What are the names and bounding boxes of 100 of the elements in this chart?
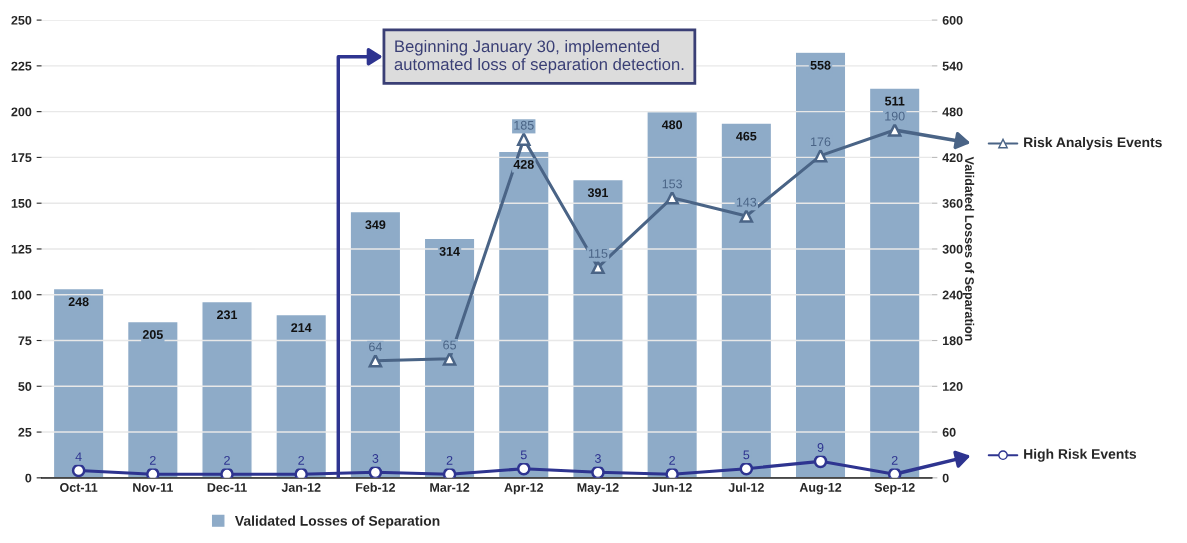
data-label: 480 [661, 120, 683, 130]
point [368, 465, 383, 478]
bar [52, 287, 105, 478]
y-tick-label: 175 [11, 153, 32, 163]
y2-axis-title: Validated Losses of Separation [962, 156, 975, 341]
x-tick-label: Oct-11 [60, 483, 98, 492]
x-tick-label: Apr-12 [504, 483, 544, 495]
x-tick-label: Mar-12 [430, 483, 470, 492]
x-tick-label: Jan-12 [281, 483, 321, 492]
data-label: 205 [142, 330, 163, 339]
point [665, 467, 679, 478]
y2-tick-label: 480 [942, 107, 963, 117]
point [739, 209, 754, 223]
y2-tick-label: 180 [943, 336, 963, 346]
bar [794, 51, 847, 478]
x-tick-label: Jul-12 [728, 482, 764, 492]
data-label: 2 [298, 455, 305, 465]
point [146, 467, 160, 478]
data-label: 511 [885, 96, 905, 106]
data-label: 314 [439, 246, 460, 256]
data-label: 349 [365, 220, 386, 230]
data-label: 231 [217, 310, 238, 320]
data-label: 153 [662, 179, 683, 189]
y-tick-label: 250 [11, 15, 32, 25]
point [887, 467, 902, 478]
y-tick-label: 125 [11, 244, 32, 254]
data-label: 2 [224, 455, 230, 465]
point [665, 190, 679, 205]
point [516, 132, 531, 146]
bar [349, 210, 402, 478]
y-tick-label: 150 [11, 198, 32, 208]
point [739, 461, 754, 476]
data-label: 3 [372, 454, 379, 463]
bar [572, 178, 624, 478]
x-tick-label: Nov-11 [133, 483, 173, 492]
y2-tick-label: 300 [942, 244, 963, 254]
data-label: 65 [443, 340, 456, 350]
data-label: 428 [513, 159, 534, 169]
point [368, 353, 383, 368]
y2-tick-label: 120 [943, 382, 963, 391]
y-tick-label: 75 [18, 336, 32, 346]
data-label: 3 [594, 454, 601, 463]
data-label: 4 [75, 452, 82, 461]
y-tick-label: 225 [11, 61, 32, 71]
y2-tick-label: 0 [942, 473, 949, 483]
point [516, 461, 531, 476]
data-label: 2 [891, 455, 898, 465]
y-tick-label: 200 [11, 107, 32, 117]
point [813, 148, 828, 163]
point [71, 463, 86, 478]
point [591, 465, 605, 478]
point [442, 352, 457, 366]
data-label: 214 [291, 323, 312, 332]
x-tick-label: Jun-12 [652, 483, 692, 492]
data-label: 190 [885, 111, 905, 121]
data-label: 64 [369, 342, 382, 352]
data-label: 2 [446, 455, 453, 465]
data-label: 5 [743, 450, 750, 460]
x-tick-label: Dec-11 [207, 483, 247, 492]
bar [720, 122, 773, 478]
x-tick-label: Aug-12 [799, 482, 842, 495]
bar [275, 313, 328, 478]
legend-label: Risk Analysis Events [1024, 137, 1162, 150]
legend-label: Validated Losses of Separation [234, 515, 440, 529]
x-tick-label: Feb-12 [356, 482, 396, 492]
data-label: 9 [817, 443, 824, 452]
x-tick-label: Sep-12 [874, 483, 915, 495]
y2-tick-label: 600 [942, 15, 963, 25]
data-label: 5 [520, 450, 527, 460]
point [887, 123, 902, 137]
data-label: 185 [514, 120, 534, 130]
bar [126, 320, 179, 478]
bar [201, 300, 253, 478]
data-label: 391 [587, 188, 609, 198]
bar [497, 150, 550, 478]
point [220, 467, 234, 478]
data-label: 176 [811, 137, 831, 147]
y-tick-label: 0 [25, 473, 32, 483]
point [591, 260, 605, 275]
x-tick-label: May-12 [577, 483, 619, 495]
bar [646, 110, 699, 478]
y2-tick-label: 420 [942, 153, 963, 163]
y2-tick-label: 60 [942, 427, 956, 437]
point [813, 454, 828, 469]
data-label: 248 [68, 297, 89, 307]
data-label: 143 [736, 197, 757, 207]
data-label: 558 [810, 60, 831, 70]
data-label: 2 [669, 455, 675, 465]
y-tick-label: 100 [11, 290, 32, 300]
point [442, 467, 457, 478]
y2-tick-label: 240 [942, 290, 963, 300]
point [294, 467, 309, 478]
y-tick-label: 25 [18, 427, 32, 437]
y2-tick-label: 540 [942, 61, 963, 71]
y2-tick-label: 360 [942, 198, 963, 208]
data-label: 2 [149, 455, 156, 465]
annotation: Beginning January 30, implemented automated loss of separation detection. [394, 39, 684, 74]
y-tick-label: 50 [18, 382, 32, 391]
data-label: 465 [736, 131, 757, 141]
legend-label: High Risk Events [1024, 448, 1137, 462]
